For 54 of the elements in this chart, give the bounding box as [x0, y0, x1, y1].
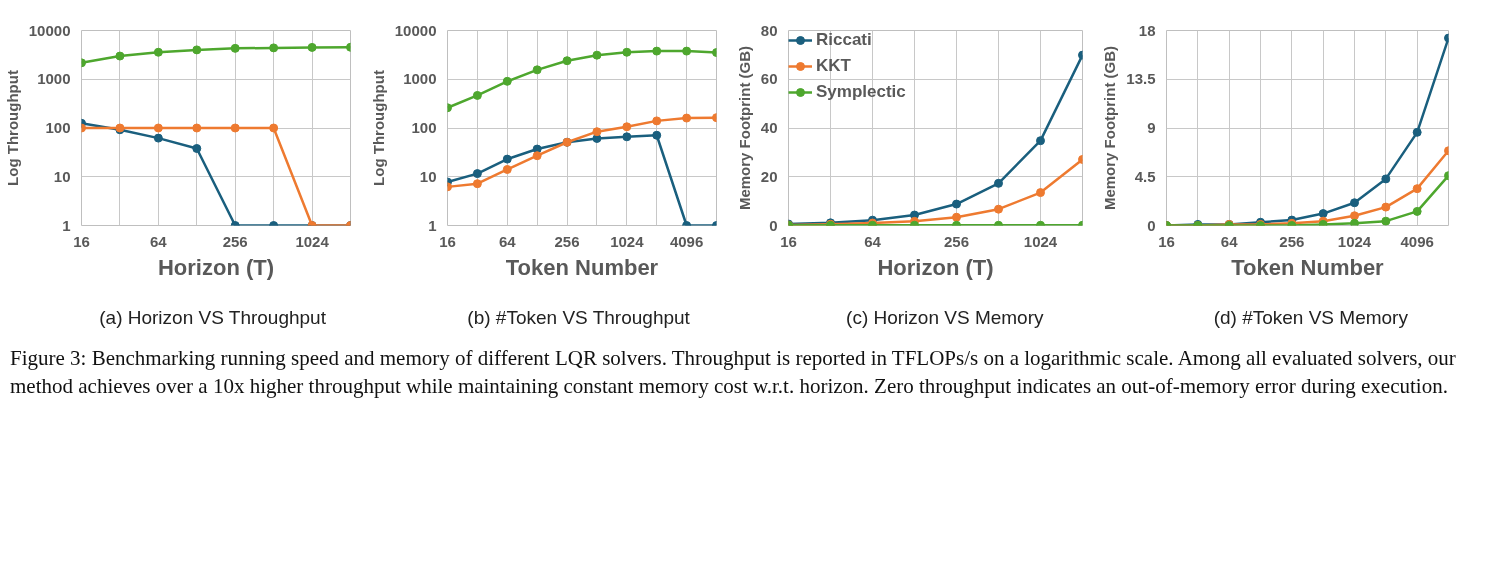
x-tick-label: 16 [780, 232, 797, 250]
x-axis-title: Horizon (T) [877, 254, 994, 280]
y-tick-label: 1 [62, 216, 71, 234]
x-tick-label: 4096 [669, 232, 704, 250]
y-axis-title: Memory Footprint (GB) [1101, 45, 1119, 211]
text: (a) Horizon VS Throughput [99, 307, 327, 328]
y-tick-label: 18 [1138, 21, 1156, 39]
x-tick-label: 1024 [1023, 232, 1058, 250]
x-axis-title: Horizon (T) [157, 254, 275, 280]
x-tick-label: 1024 [610, 232, 645, 250]
x-tick-label: 256 [943, 232, 970, 250]
y-tick-label: 100 [45, 119, 71, 136]
x-tick-label: 64 [150, 232, 168, 250]
x-tick-label: 256 [554, 232, 580, 250]
y-axis-title: Log Throughput [369, 70, 387, 186]
y-tick-label: 10 [419, 167, 437, 185]
x-tick-label: 64 [498, 232, 517, 250]
y-tick-label: 9 [1147, 119, 1156, 136]
y-tick-label: 10000 [394, 21, 437, 39]
y-tick-label: 100 [411, 119, 437, 136]
y-tick-label: 20 [760, 167, 778, 185]
y-axis-title: Log Throughput [3, 70, 21, 186]
y-tick-label: 1000 [403, 70, 437, 88]
y-tick-label: 0 [1147, 216, 1156, 234]
y-tick-label: 13.5 [1126, 70, 1156, 88]
legend-label: KKT [816, 56, 851, 76]
legend-label: Symplectic [816, 82, 906, 102]
x-tick-label: 256 [1279, 232, 1305, 250]
x-axis-title: Token Number [1231, 254, 1385, 280]
y-tick-label: 0 [769, 216, 778, 234]
text: (d) #Token VS Memory [1213, 307, 1409, 328]
x-axis-title: Token Number [505, 254, 659, 280]
x-tick-label: 1024 [1337, 232, 1372, 250]
text: (c) Horizon VS Memory [846, 307, 1044, 328]
x-tick-label: 256 [222, 232, 248, 250]
y-tick-label: 10000 [28, 21, 71, 39]
y-tick-label: 10 [53, 167, 71, 185]
x-tick-label: 1024 [295, 232, 330, 250]
y-tick-label: 1 [428, 216, 437, 234]
legend-label: Riccati [816, 30, 872, 50]
x-tick-label: 16 [73, 232, 90, 250]
x-tick-label: 16 [1158, 232, 1175, 250]
y-tick-label: 4.5 [1134, 167, 1156, 185]
x-tick-label: 64 [864, 232, 882, 250]
y-tick-label: 60 [760, 70, 778, 88]
y-tick-label: 1000 [37, 70, 71, 88]
x-tick-label: 16 [439, 232, 456, 250]
y-axis-title: Memory Footprint (GB) [735, 45, 753, 211]
x-tick-label: 4096 [1400, 232, 1434, 250]
y-tick-label: 80 [760, 21, 778, 39]
x-tick-label: 64 [1220, 232, 1239, 250]
caption: Figure 3: Benchmarking running speed and memory of different LQR solvers. Throughput is reported in TFLOPs/s on a logarithmic scale. Among all evaluated solvers, our method achieves over a 10x higher throughput while maintaining constant memory cost w.r.t. horizon. Zero throughput indicates an out-of-memory error during execution. [10, 345, 1457, 401]
text: (b) #Token VS Throughput [467, 307, 691, 328]
y-tick-label: 40 [760, 119, 778, 136]
